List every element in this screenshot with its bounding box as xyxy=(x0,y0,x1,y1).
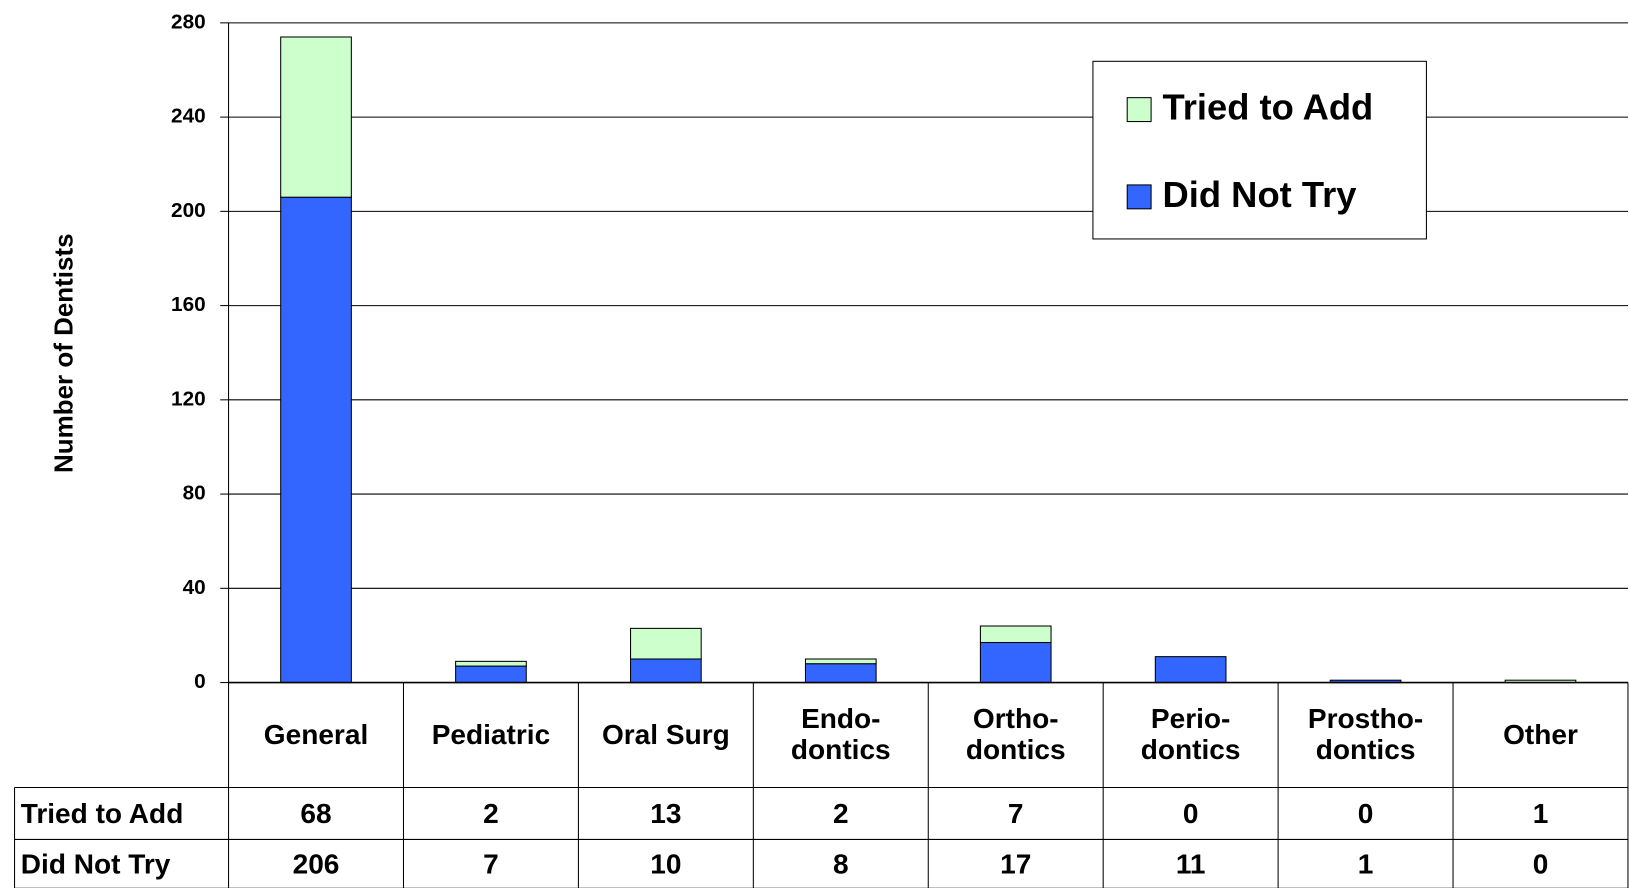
y-tick-label: 40 xyxy=(183,576,206,599)
table-cell: 7 xyxy=(483,848,499,879)
x-tick-label: Pediatric xyxy=(432,719,550,750)
x-tick-label: Endo-dontics xyxy=(791,703,891,765)
legend-swatch xyxy=(1126,97,1152,123)
table-cell: 7 xyxy=(1008,798,1024,829)
table-cell: 13 xyxy=(650,798,681,829)
table-cell: 11 xyxy=(1176,848,1206,879)
x-tick-label: Prostho-dontics xyxy=(1308,703,1423,765)
table-cell: 8 xyxy=(833,848,849,879)
bar-segment xyxy=(455,665,527,684)
legend-label: Did Not Try xyxy=(1163,174,1358,215)
y-axis-title: Number of Dentists xyxy=(48,233,78,473)
table-row-label: Tried to Add xyxy=(21,798,184,829)
table-cell: 0 xyxy=(1358,798,1374,829)
bar-segment xyxy=(979,641,1052,684)
table-cell: 1 xyxy=(1358,848,1374,879)
x-tick-label: Other xyxy=(1503,719,1578,750)
legend-swatch xyxy=(1126,184,1152,210)
bar-segment xyxy=(979,625,1052,644)
y-tick-label: 200 xyxy=(171,199,206,222)
table-cell: 2 xyxy=(833,798,849,829)
bar-segment xyxy=(804,658,877,665)
y-tick-label: 240 xyxy=(171,105,206,128)
table-cell: 2 xyxy=(483,798,499,829)
bar-segment xyxy=(630,627,702,660)
bar-segment xyxy=(455,660,527,667)
table-row-label: Did Not Try xyxy=(21,848,171,879)
legend-label: Tried to Add xyxy=(1163,87,1374,128)
table-cell: 206 xyxy=(293,848,340,879)
y-tick-label: 80 xyxy=(183,482,206,505)
x-tick-label: Oral Surg xyxy=(602,719,730,750)
y-tick-label: 280 xyxy=(171,10,206,33)
table-cell: 17 xyxy=(1000,848,1031,879)
x-tick-label: Perio-dontics xyxy=(1141,703,1241,765)
table-cell: 0 xyxy=(1183,798,1199,829)
x-tick-label: General xyxy=(264,719,368,750)
bar-segment xyxy=(630,658,702,684)
table-cell: 0 xyxy=(1533,848,1549,879)
x-tick-label: Ortho-dontics xyxy=(966,703,1066,765)
y-tick-label: 0 xyxy=(194,670,206,693)
y-tick-label: 160 xyxy=(171,293,206,316)
y-tick-label: 120 xyxy=(171,387,206,410)
bar-segment xyxy=(280,36,352,198)
table-cell: 68 xyxy=(300,798,331,829)
table-cell: 10 xyxy=(650,848,681,879)
table-cell: 1 xyxy=(1533,798,1549,829)
bar-segment xyxy=(804,663,877,684)
chart-body: Number of Dentists 04080120160200240280G… xyxy=(14,10,1629,888)
bar-segment xyxy=(280,196,352,684)
bar-segment xyxy=(1154,656,1227,684)
